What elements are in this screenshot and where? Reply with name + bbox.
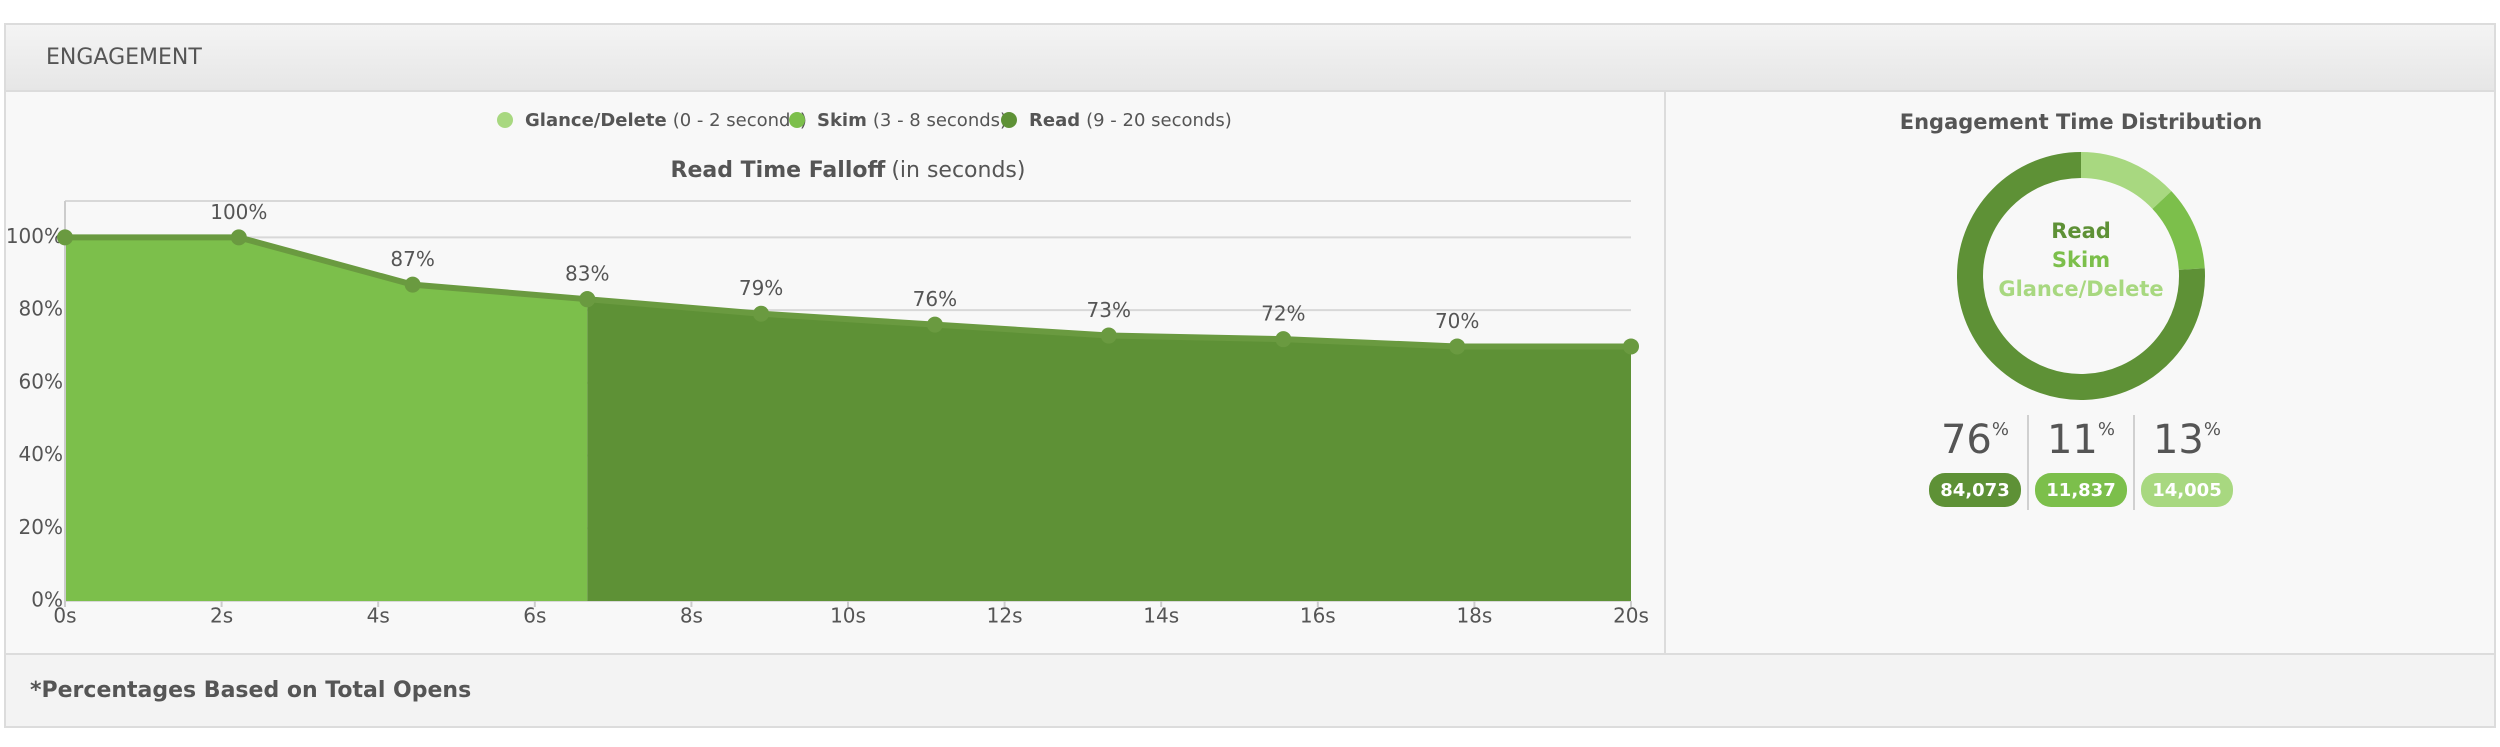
legend-name: Skim [817, 110, 867, 131]
legend-swatch [497, 112, 513, 128]
x-tick-label: 8s [680, 604, 703, 628]
count-badge [2035, 473, 2127, 507]
data-point [230, 229, 247, 246]
x-tick-label: 14s [1143, 604, 1179, 628]
stat-unit: % [2098, 419, 2115, 440]
x-tick-label: 18s [1456, 604, 1492, 628]
legend-entry: Glance/Delete (0 - 2 seconds) [525, 110, 807, 131]
data-point [57, 229, 73, 246]
data-point [753, 305, 770, 322]
panel-header [4, 23, 2496, 92]
count-label: 14,005 [2152, 480, 2221, 501]
stat-unit: % [2204, 419, 2221, 440]
stat-unit: % [1992, 419, 2009, 440]
value-label: 73% [1087, 298, 1131, 322]
x-tick-label: 0s [53, 604, 76, 628]
y-tick-label: 100% [6, 224, 63, 248]
x-tick-label: 2s [210, 604, 233, 628]
value-label: 79% [739, 276, 783, 300]
legend-swatch [1001, 112, 1017, 128]
data-point [1623, 338, 1639, 355]
value-label: 100% [210, 200, 267, 224]
legend-entry: Read (9 - 20 seconds) [1029, 110, 1232, 131]
chart-title: Read Time Falloff (in seconds) [671, 158, 1026, 183]
legend-name: Glance/Delete [525, 110, 667, 131]
count-label: 84,073 [1940, 480, 2009, 501]
donut-chart: Engagement Time Distribution Read 76% 84,07… [1900, 110, 2262, 510]
panel-footer [4, 653, 2496, 728]
data-point [1100, 327, 1117, 344]
stat-value: 13% [2153, 417, 2221, 463]
area-line [65, 234, 588, 303]
y-tick-label: 20% [19, 515, 63, 539]
data-point [404, 276, 421, 293]
donut-segment [1957, 152, 2205, 400]
stat-value: 11% [2047, 417, 2115, 463]
value-label: 72% [1261, 302, 1305, 326]
footer-note: *Percentages Based on Total Opens [30, 678, 471, 703]
count-badge [2141, 473, 2233, 507]
legend-range: (0 - 2 seconds) [673, 110, 807, 131]
chart-title-main: Read Time Falloff [671, 158, 887, 183]
y-tick-label: 0% [31, 588, 63, 612]
y-tick-label: 60% [19, 369, 63, 393]
stat-number: 13 [2153, 417, 2204, 463]
count-badge [1929, 473, 2021, 507]
chart-title: Engagement Time Distribution [1900, 110, 2262, 134]
y-tick-label: 80% [19, 297, 63, 321]
data-point [579, 291, 596, 308]
donut-center-label: Read [2051, 219, 2111, 243]
count-label: 11,837 [2046, 480, 2115, 501]
area [65, 237, 588, 601]
donut-center-label: Glance/Delete [1998, 277, 2163, 301]
stat-number: 11 [2047, 417, 2098, 463]
x-tick-label: 6s [523, 604, 546, 628]
legend-name: Read [1029, 110, 1080, 131]
donut-segment [2080, 152, 2172, 210]
legend-range: (9 - 20 seconds) [1086, 110, 1232, 131]
legend-range: (3 - 8 seconds) [873, 110, 1007, 131]
value-label: 87% [390, 247, 434, 271]
area-chart: Glance/Delete (0 - 2 seconds) Skim (3 - 8 s… [6, 110, 1649, 628]
panel-title: ENGAGEMENT [46, 45, 202, 70]
donut-segment [2152, 191, 2205, 271]
x-tick-label: 16s [1300, 604, 1336, 628]
x-tick-label: 10s [830, 604, 866, 628]
legend-swatch [789, 112, 805, 128]
value-label: 83% [565, 262, 609, 286]
stat-number: 76 [1941, 417, 1992, 463]
x-tick-label: 12s [987, 604, 1023, 628]
area [587, 299, 1631, 601]
data-point [926, 316, 943, 333]
chart-title-note: (in seconds) [891, 158, 1025, 183]
value-label: 70% [1435, 309, 1479, 333]
value-label: 76% [913, 287, 957, 311]
y-tick-label: 40% [19, 442, 63, 466]
stat-value: 76% [1941, 417, 2009, 463]
x-tick-label: 4s [367, 604, 390, 628]
x-tick-label: 20s [1613, 604, 1649, 628]
data-point [1275, 331, 1292, 348]
data-point [1449, 338, 1466, 355]
donut-center-label: Skim [2052, 248, 2110, 272]
legend-entry: Skim (3 - 8 seconds) [817, 110, 1007, 131]
